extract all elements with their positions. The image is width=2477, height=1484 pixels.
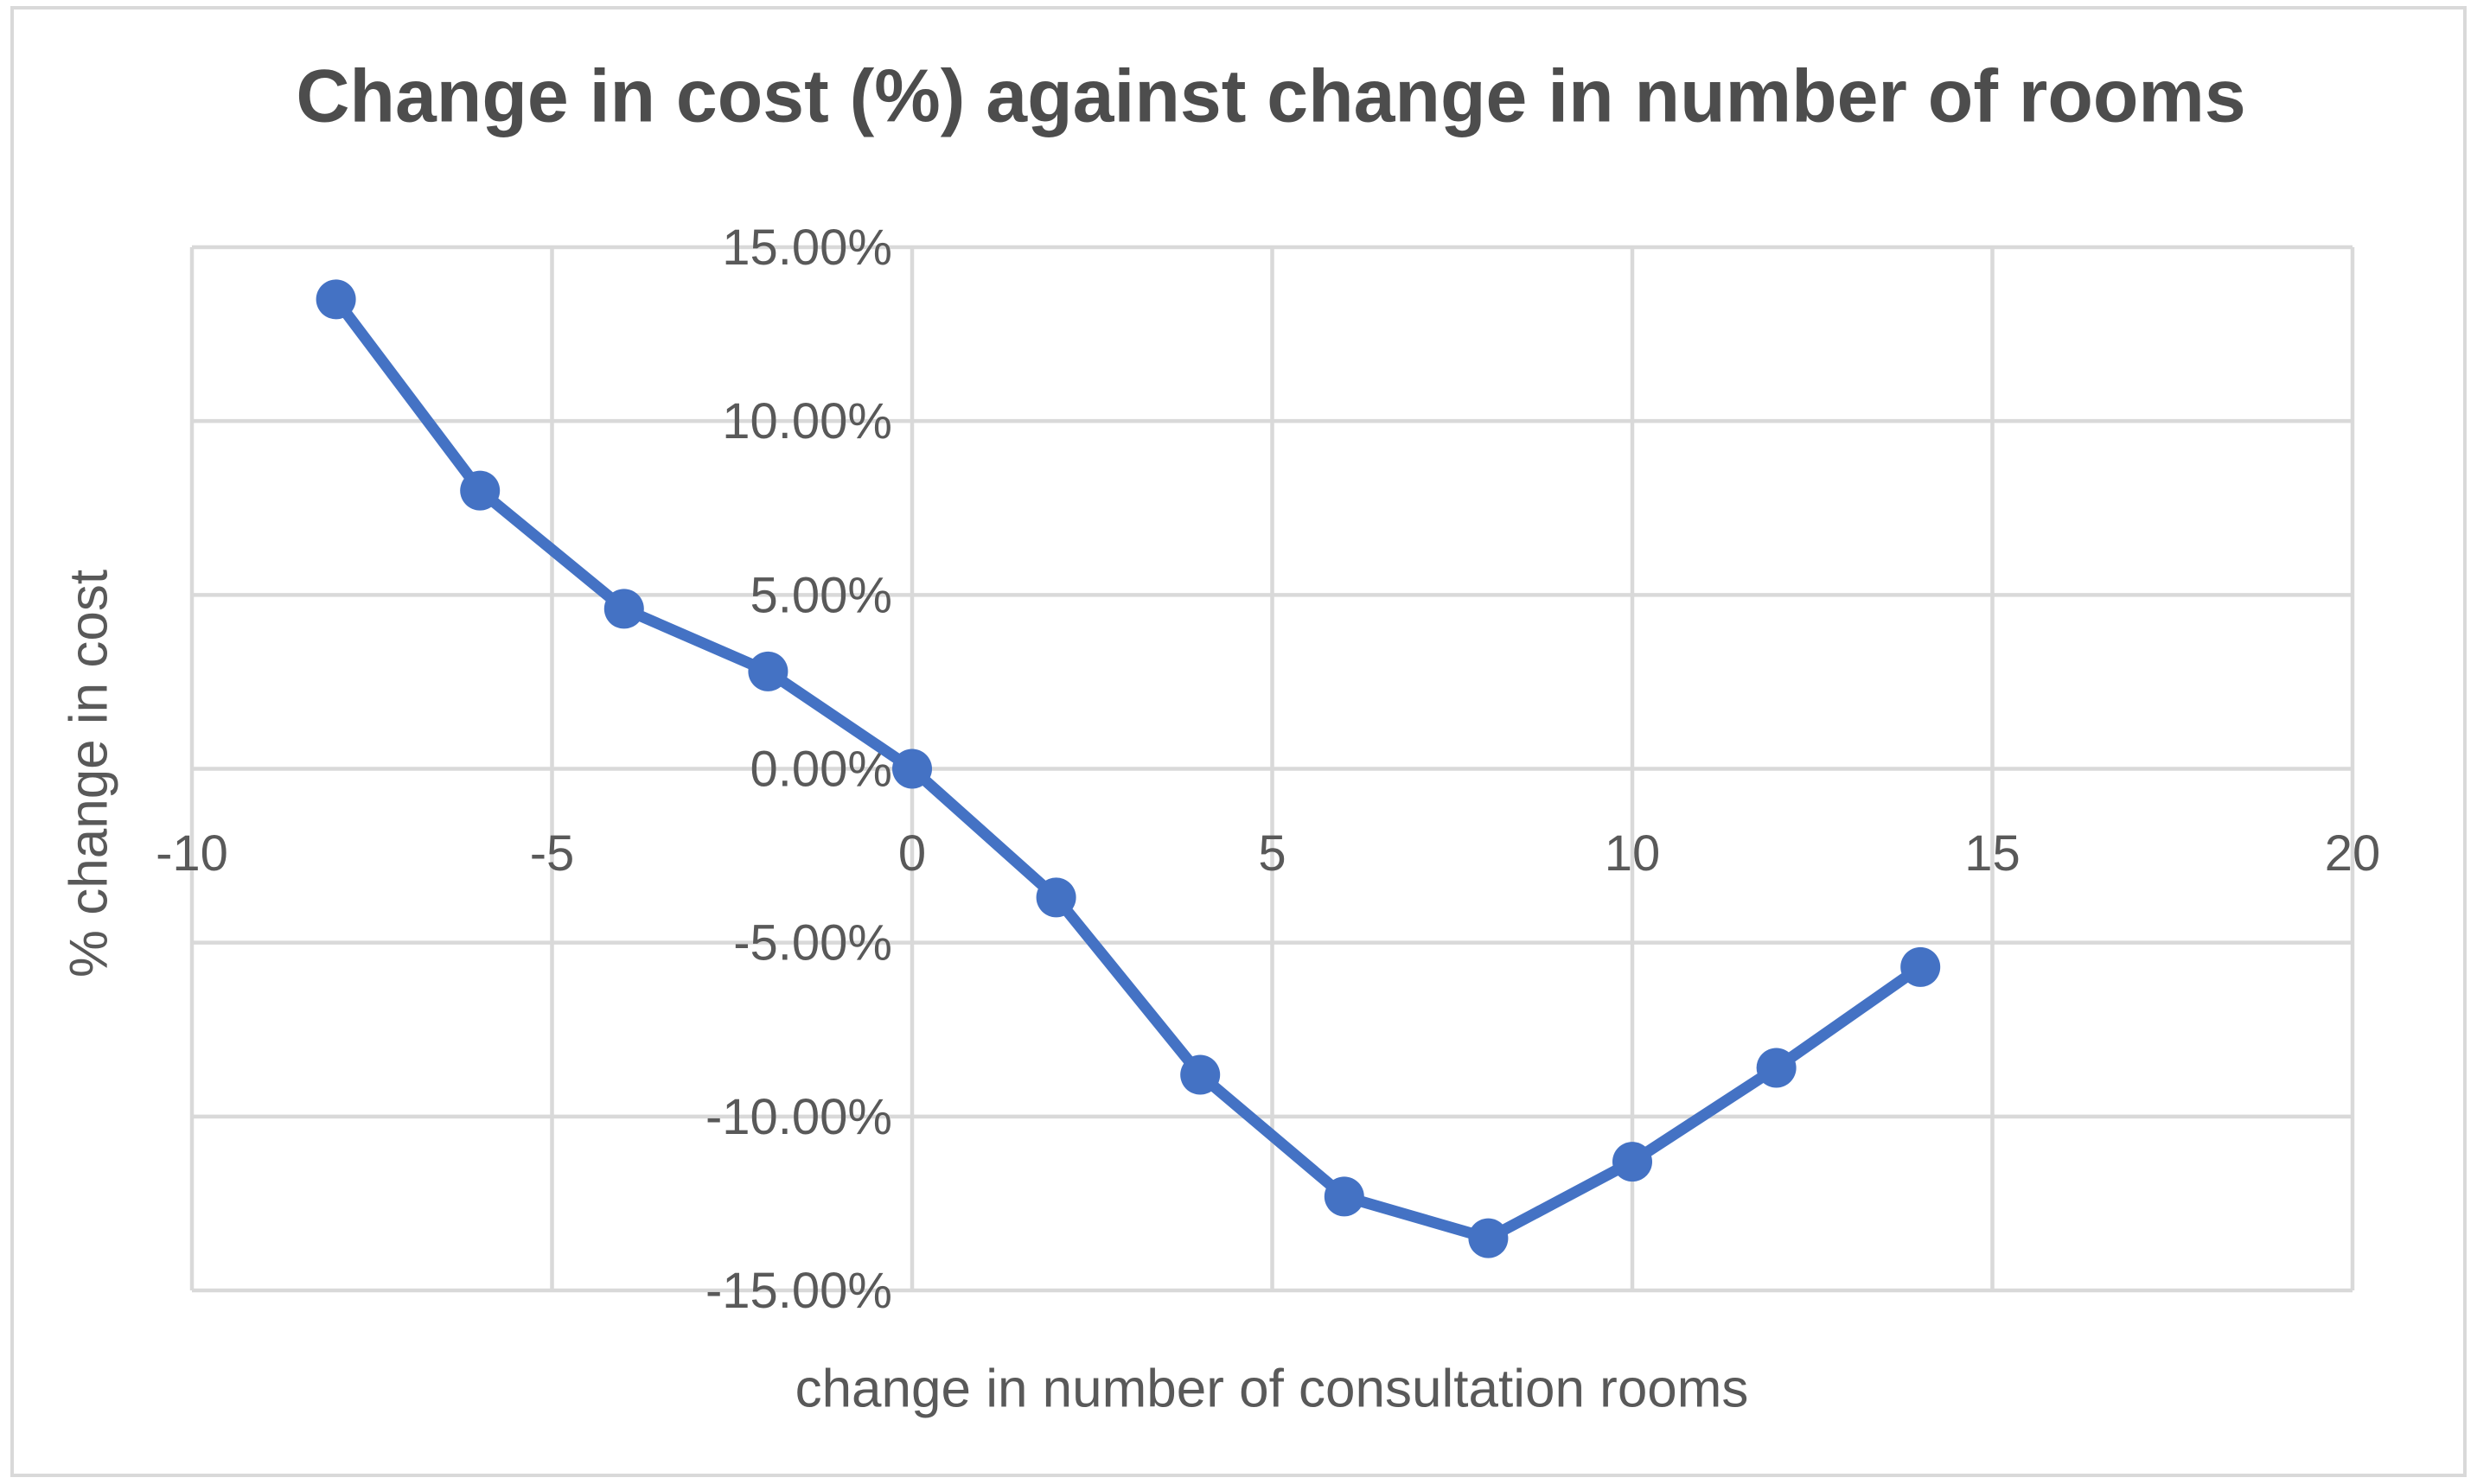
x-tick-label: 0 (898, 825, 926, 882)
y-tick-label: -5.00% (733, 915, 892, 971)
data-point-marker (1036, 877, 1076, 918)
x-tick-label: -10 (156, 825, 228, 882)
data-point-marker (1468, 1218, 1509, 1258)
y-tick-label: 10.00% (722, 393, 892, 449)
data-point-marker (1180, 1054, 1221, 1095)
data-point-marker (1900, 946, 1941, 987)
data-point-marker (1612, 1142, 1652, 1182)
x-tick-label: 15 (1964, 825, 2021, 882)
chart-title: Change in cost (%) against change in num… (296, 54, 2246, 138)
data-point-marker (892, 748, 932, 789)
x-tick-label: 10 (1605, 825, 1661, 882)
data-point-marker (1324, 1176, 1364, 1217)
data-point-marker (460, 470, 501, 511)
data-point-marker (603, 589, 644, 629)
series-line (330, 293, 1926, 1245)
y-axis-title: % change in cost (59, 569, 119, 978)
y-tick-label: -15.00% (705, 1263, 892, 1319)
y-tick-label: 5.00% (750, 567, 892, 623)
x-tick-label: -5 (530, 825, 575, 882)
x-tick-label: 5 (1258, 825, 1286, 882)
y-tick-label: -10.00% (705, 1089, 892, 1145)
y-tick-label: 15.00% (722, 220, 892, 276)
x-tick-label: 20 (2325, 825, 2381, 882)
chart-border (10, 6, 2467, 1477)
data-point-marker (1756, 1048, 1797, 1088)
data-point-marker (748, 651, 788, 691)
y-tick-label: 0.00% (750, 742, 892, 798)
x-axis-title: change in number of consultation rooms (795, 1359, 1749, 1419)
data-point-marker (316, 279, 356, 320)
